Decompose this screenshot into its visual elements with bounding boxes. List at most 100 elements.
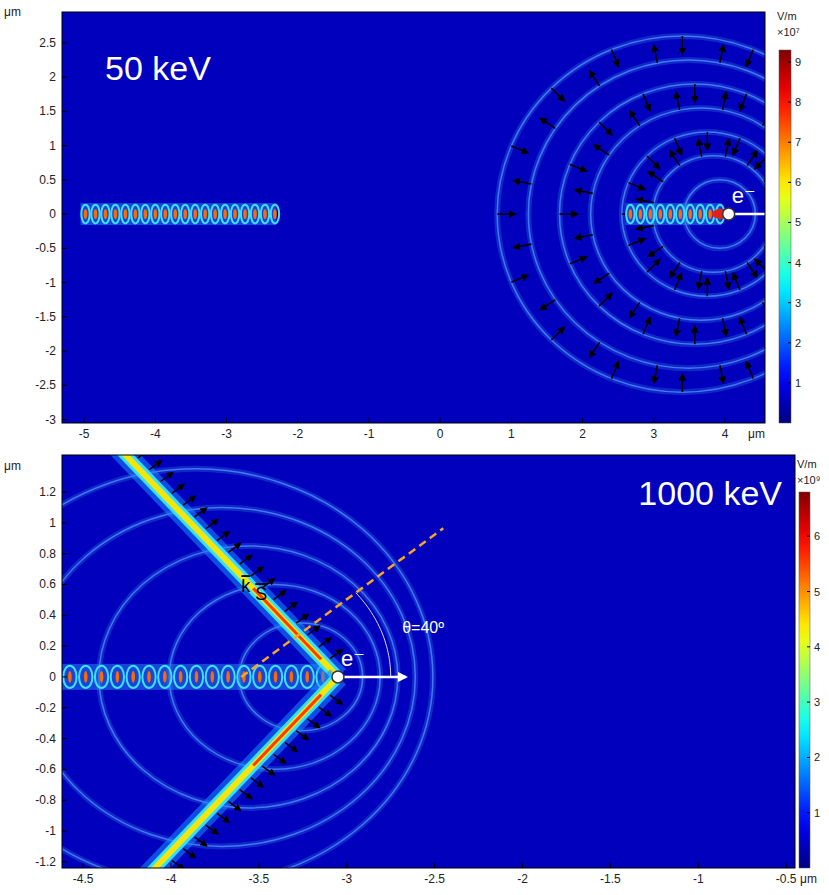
y-tick-label: 0.5 bbox=[39, 173, 56, 187]
wake-bead-core bbox=[629, 209, 633, 219]
field-arrow bbox=[723, 318, 727, 336]
colorbar bbox=[779, 50, 791, 423]
poynting-arrow bbox=[149, 461, 161, 470]
poynting-arrow bbox=[183, 496, 195, 505]
wake bbox=[62, 664, 330, 690]
field-arrow bbox=[560, 213, 578, 215]
wake-band bbox=[625, 203, 721, 225]
y-tick-label: -1 bbox=[45, 276, 56, 290]
figure: e⁻50 keV-5-4-3-2-101234-3-2.5-2-1.5-1-0.… bbox=[0, 0, 829, 895]
field-arrow bbox=[514, 244, 532, 248]
colorbar-tick bbox=[788, 102, 791, 103]
field-ring-core bbox=[497, 36, 765, 392]
panel-title: 1000 keV bbox=[638, 474, 782, 512]
field-arrow bbox=[654, 45, 658, 63]
colorbar-tick bbox=[788, 262, 791, 263]
wake-bead bbox=[253, 666, 266, 688]
x-tick bbox=[653, 418, 654, 423]
wake-bead bbox=[269, 666, 282, 688]
wake-bead bbox=[686, 205, 694, 224]
y-tick bbox=[62, 179, 67, 180]
wake-bead-core bbox=[263, 209, 267, 219]
poynting-arrow bbox=[172, 484, 184, 493]
field-arrow bbox=[747, 151, 757, 166]
wake-bead-core bbox=[210, 671, 214, 683]
poynting-arrow bbox=[228, 543, 240, 552]
field-arrow bbox=[682, 374, 684, 392]
wake-bead-core bbox=[179, 671, 183, 683]
colorbar-tick-label: 3 bbox=[814, 696, 820, 708]
wake-bead-core bbox=[94, 209, 98, 219]
wake-bead bbox=[190, 666, 203, 688]
electron bbox=[332, 671, 344, 683]
wake-bead-core bbox=[144, 209, 148, 219]
field-arrow bbox=[551, 327, 564, 340]
y-tick bbox=[62, 248, 67, 249]
colorbar-tick bbox=[807, 757, 810, 758]
wake-bead-core bbox=[104, 209, 108, 219]
field-ring-core bbox=[591, 108, 765, 320]
poynting-arrow bbox=[251, 567, 263, 576]
poynting-arrow bbox=[251, 778, 263, 787]
wake-bead bbox=[261, 205, 269, 224]
field-arrow bbox=[540, 300, 555, 310]
x-tick bbox=[368, 418, 369, 423]
x-tick bbox=[170, 863, 171, 868]
field-arrow bbox=[675, 273, 682, 290]
y-tick bbox=[62, 419, 67, 420]
poynting-arrow bbox=[296, 731, 308, 740]
wake-bead-core bbox=[258, 671, 262, 683]
y-tick bbox=[62, 861, 67, 862]
electron-label: e⁻ bbox=[732, 183, 756, 208]
wake-bead-core bbox=[134, 209, 138, 219]
wake-bead-core bbox=[223, 209, 227, 219]
x-tick-label: -5 bbox=[79, 427, 90, 441]
field-arrow bbox=[643, 318, 650, 335]
colorbar-tick bbox=[788, 182, 791, 183]
wake-bead bbox=[696, 205, 704, 224]
cone-band bbox=[62, 455, 338, 677]
field-arrow bbox=[755, 259, 765, 272]
wake-bead-core bbox=[668, 209, 672, 219]
y-tick bbox=[62, 707, 67, 708]
field-arrow bbox=[723, 92, 727, 110]
wake-bead bbox=[201, 205, 209, 224]
y-tick bbox=[62, 145, 67, 146]
poynting-arrow bbox=[206, 520, 218, 529]
poynting-arrow bbox=[274, 591, 286, 600]
wake-bead-core bbox=[131, 671, 135, 683]
y-tick bbox=[62, 646, 67, 647]
colorbar-scale: ×10⁷ bbox=[777, 26, 800, 38]
wake-bead bbox=[111, 666, 124, 688]
cone-glow bbox=[62, 677, 338, 868]
x-tick-label: -0.5 bbox=[776, 872, 797, 886]
panel: e⁻50 keV-5-4-3-2-101234-3-2.5-2-1.5-1-0.… bbox=[4, 5, 829, 441]
wake-bead bbox=[121, 205, 129, 224]
wake-bead-core bbox=[193, 209, 197, 219]
field-arrow bbox=[594, 145, 609, 155]
wake-bead bbox=[91, 205, 99, 224]
x-tick bbox=[155, 418, 156, 423]
field-arrow bbox=[630, 302, 640, 317]
x-tick bbox=[226, 418, 227, 423]
field-arrow bbox=[740, 318, 747, 335]
wake-bead-core bbox=[195, 671, 199, 683]
field-arrow bbox=[599, 122, 612, 135]
field-ring bbox=[62, 469, 433, 868]
x-tick-label: 2 bbox=[579, 427, 586, 441]
electron bbox=[723, 208, 735, 220]
field-arrow bbox=[648, 172, 663, 182]
wake-bead-core bbox=[273, 209, 277, 219]
poynting-arrow bbox=[262, 766, 274, 775]
field-arrow bbox=[698, 271, 702, 289]
field-arrow bbox=[647, 156, 660, 169]
field-arrow bbox=[676, 318, 680, 336]
field-arrow bbox=[733, 138, 740, 155]
x-tick-label: -2.5 bbox=[424, 872, 445, 886]
field-arrow bbox=[654, 365, 658, 383]
field-ring-core bbox=[560, 84, 765, 344]
velocity-arrow bbox=[344, 676, 406, 679]
y-tick bbox=[62, 111, 67, 112]
wake-bead-core bbox=[708, 209, 712, 219]
wake-bead-core bbox=[84, 671, 88, 683]
